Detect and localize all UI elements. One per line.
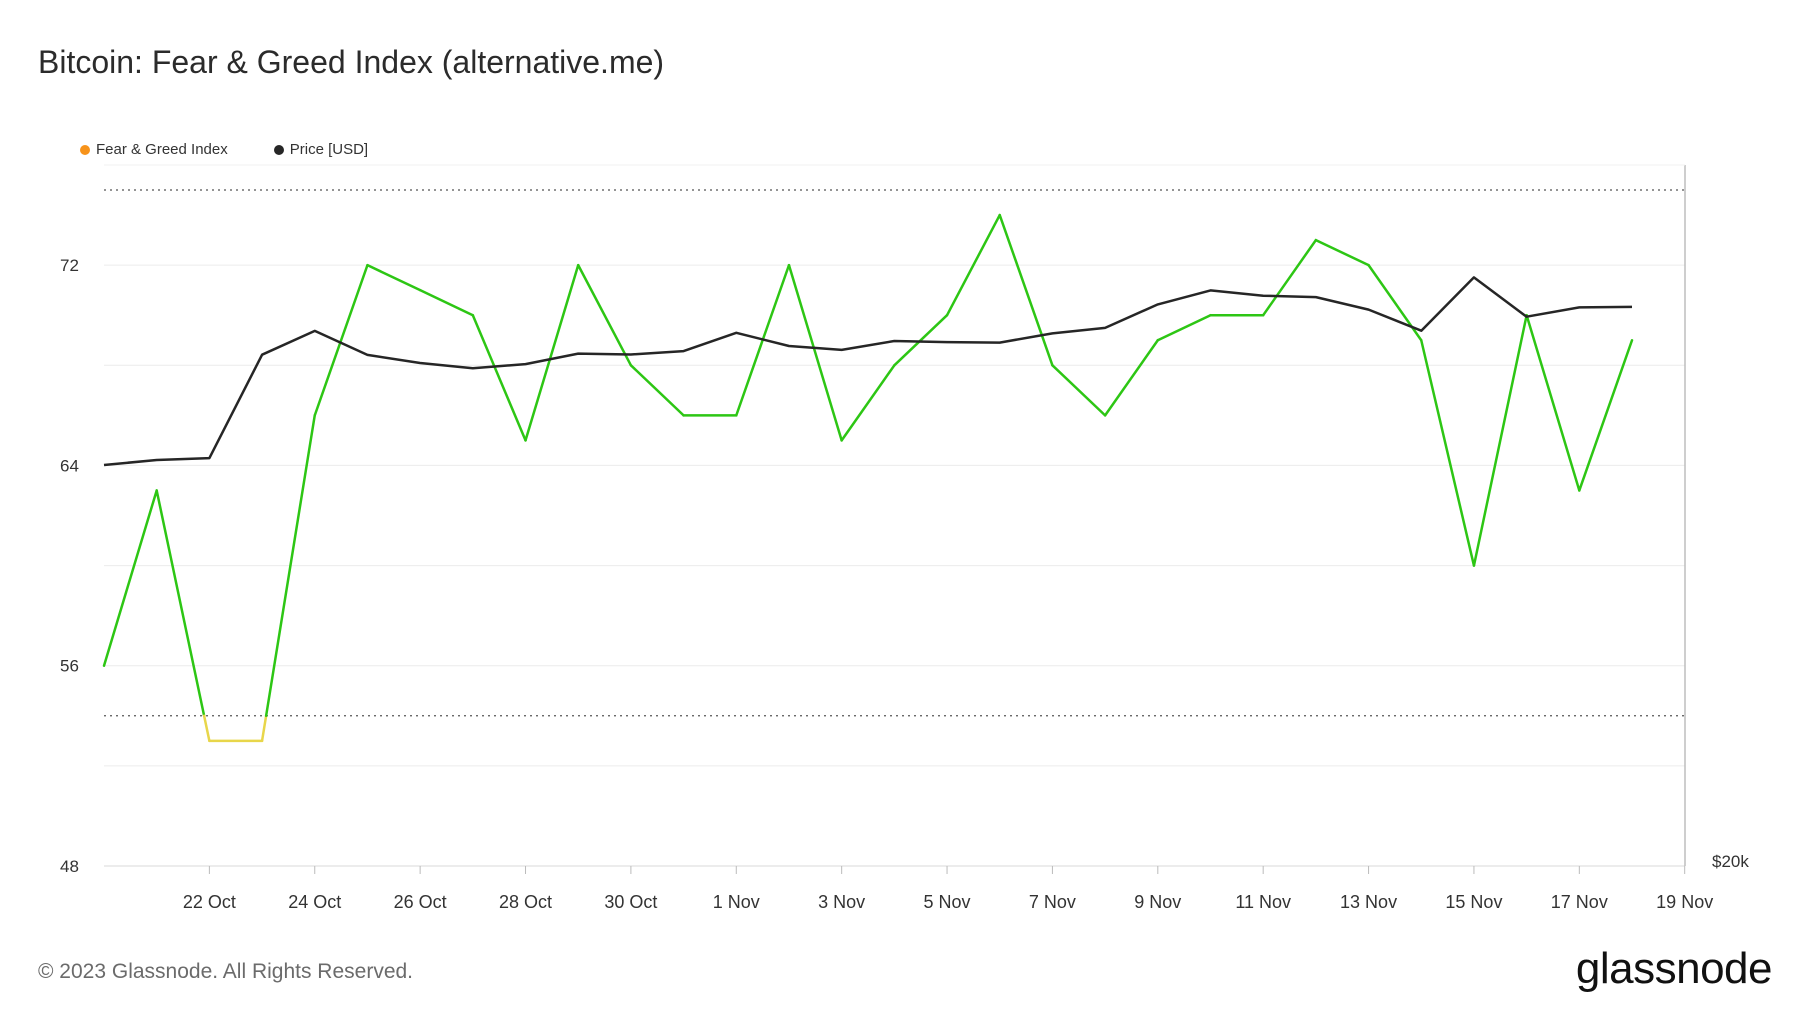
y-tick-label-56: 56 [60, 657, 79, 676]
fear-greed-segment-1b [202, 714, 211, 743]
legend-marker-fear-greed [80, 144, 90, 155]
x-tick-label-14: 19 Nov [1656, 892, 1713, 912]
fear-greed-segment-16 [945, 213, 1001, 317]
fear-greed-segment-3b [264, 414, 317, 718]
fear-greed-segment-7 [471, 313, 527, 442]
legend-item-fear-greed[interactable]: Fear & Greed Index [80, 141, 228, 158]
fear-greed-segment-9 [576, 263, 633, 367]
x-tick-label-8: 7 Nov [1029, 892, 1076, 912]
x-tick-label-4: 30 Oct [604, 892, 657, 912]
fear-greed-segment-0 [102, 489, 158, 667]
fear-greed-segment-20 [1156, 313, 1212, 342]
fear-greed-segment-26 [1472, 313, 1528, 567]
fear-greed-segment-1a [155, 489, 206, 718]
chart-legend: Fear & Greed Index Price [USD] [80, 141, 368, 158]
fear-greed-segment-18 [1051, 364, 1107, 417]
x-tick-label-7: 5 Nov [924, 892, 971, 912]
fear-greed-segment-10 [629, 364, 685, 417]
fear-greed-segment-25 [1420, 339, 1476, 567]
y-right-tick-label: $20k [1712, 852, 1749, 871]
fear-greed-segment-13 [787, 263, 843, 442]
price-line [103, 276, 1633, 467]
fear-greed-segment-28 [1578, 339, 1634, 492]
legend-marker-price [273, 144, 284, 155]
fear-greed-segment-19 [1103, 339, 1160, 417]
x-tick-label-12: 15 Nov [1445, 892, 1502, 912]
fear-greed-segment-15 [893, 313, 949, 367]
x-tick-label-2: 26 Oct [394, 892, 447, 912]
x-tick-label-1: 24 Oct [288, 892, 341, 912]
copyright-notice: © 2023 Glassnode. All Rights Reserved. [38, 960, 414, 983]
fear-greed-segment-6 [418, 288, 475, 317]
fear-greed-segment-23 [1314, 238, 1370, 267]
x-tick-label-10: 11 Nov [1235, 892, 1291, 912]
fear-greed-segment-22 [1261, 238, 1318, 317]
fear-greed-segment-4 [313, 263, 369, 417]
fear-greed-segment-27 [1525, 313, 1581, 492]
x-tick-label-3: 28 Oct [499, 892, 552, 912]
fear-greed-segment-5 [366, 263, 422, 292]
y-tick-label-48: 48 [60, 857, 79, 876]
fear-greed-segment-3a [260, 714, 268, 743]
fear-greed-segment-14 [840, 364, 896, 442]
x-tick-label-13: 17 Nov [1551, 892, 1608, 912]
fear-greed-segment-8 [524, 263, 580, 442]
fear-greed-segment-17 [998, 213, 1054, 367]
y-tick-label-64: 64 [60, 456, 79, 475]
legend-label-fear-greed: Fear & Greed Index [96, 141, 228, 158]
x-tick-label-9: 9 Nov [1134, 892, 1181, 912]
fear-greed-segment-24 [1367, 263, 1423, 342]
chart-title: Bitcoin: Fear & Greed Index (alternative… [38, 44, 665, 80]
x-tick-label-11: 13 Nov [1340, 892, 1397, 912]
y-tick-label-72: 72 [60, 256, 79, 275]
x-tick-label-5: 1 Nov [713, 892, 760, 912]
x-tick-label-6: 3 Nov [818, 892, 865, 912]
x-tick-label-0: 22 Oct [183, 892, 236, 912]
glassnode-logo: glassnode [1575, 944, 1773, 993]
legend-label-price: Price [USD] [289, 141, 369, 158]
legend-item-price[interactable]: Price [USD] [273, 141, 369, 158]
